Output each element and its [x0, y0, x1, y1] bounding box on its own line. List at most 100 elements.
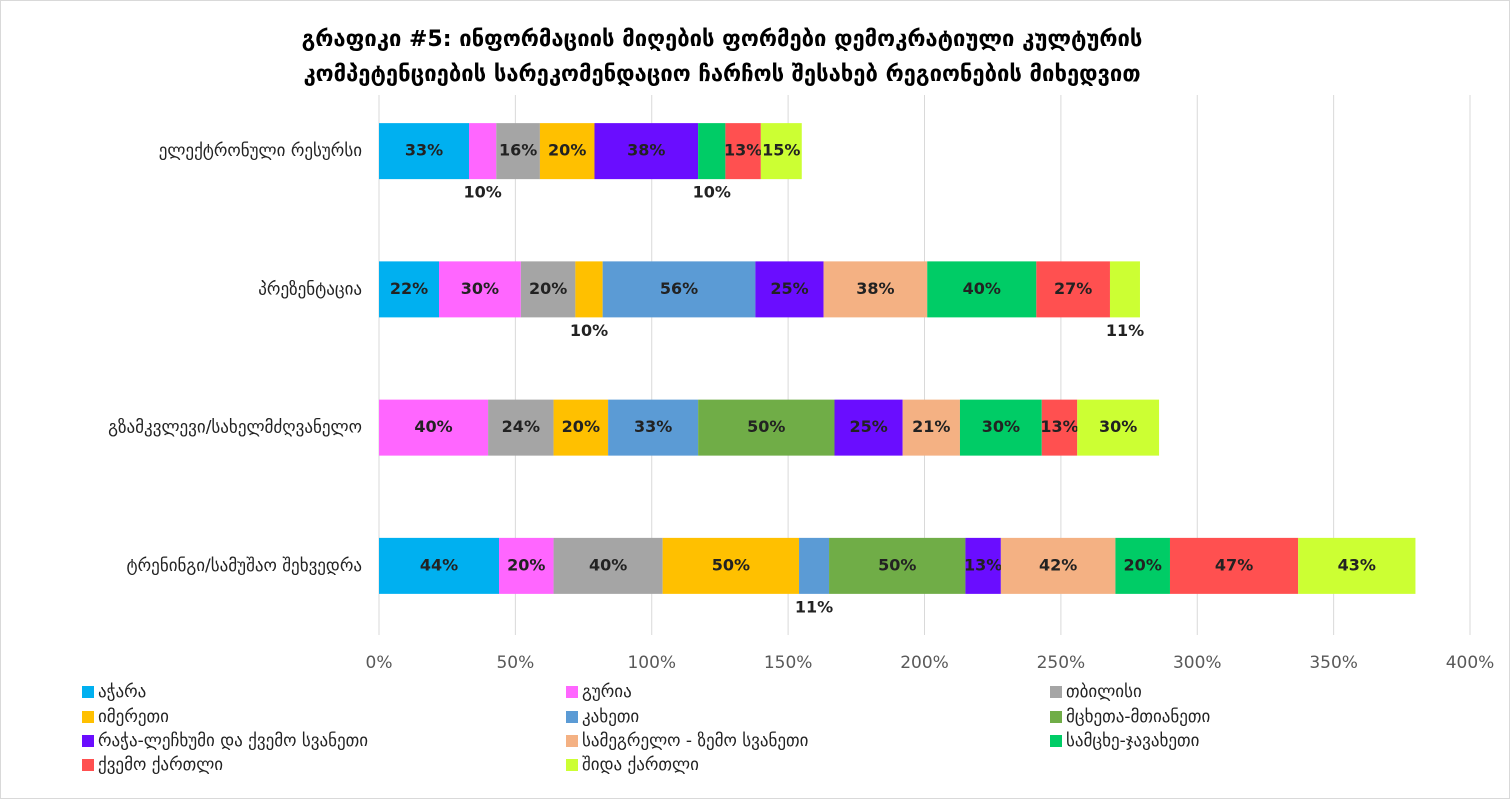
bar-segment	[959, 399, 1042, 456]
legend-label: სამცხე-ჯავახეთი	[1066, 731, 1199, 751]
x-tick-label: 50%	[496, 653, 534, 673]
x-tick-label: 400%	[1446, 653, 1495, 673]
bar-segment	[799, 537, 830, 594]
legend-label: იმერეთი	[98, 707, 169, 727]
bar-segment	[1041, 399, 1078, 456]
bar-segment	[834, 399, 903, 456]
legend-label: რაჭა-ლეჩხუმი და ქვემო სვანეთი	[98, 731, 368, 751]
value-label: 38%	[627, 141, 665, 160]
chart-subtitle: კომპეტენციების სარეკომენდაციო ჩარჩოს შეს…	[303, 62, 1140, 87]
bar-segment	[379, 399, 489, 456]
legend-swatch	[1050, 711, 1062, 723]
value-label: 30%	[461, 279, 499, 298]
value-label: 13%	[964, 555, 1002, 574]
bar-segment	[379, 123, 470, 180]
value-label: 16%	[499, 141, 537, 160]
bar-segment	[469, 123, 497, 180]
value-label: 27%	[1054, 279, 1092, 298]
x-tick-label: 100%	[627, 653, 676, 673]
bar-segment	[1109, 261, 1140, 318]
x-tick-label: 350%	[1309, 653, 1358, 673]
bar-segment	[755, 261, 824, 318]
legend-swatch	[82, 686, 94, 698]
value-label: 50%	[747, 417, 785, 436]
value-label: 43%	[1338, 555, 1376, 574]
value-label: 10%	[463, 183, 501, 202]
bar-segment	[379, 261, 440, 318]
bar-segment	[439, 261, 521, 318]
legend-label: თბილისი	[1066, 682, 1142, 702]
bar-segment	[1077, 399, 1160, 456]
bar-segment	[553, 537, 663, 594]
value-label: 20%	[507, 555, 545, 574]
bar-segment	[496, 123, 540, 180]
value-label: 22%	[390, 279, 428, 298]
value-label: 44%	[420, 555, 458, 574]
value-label: 10%	[570, 321, 608, 340]
value-label: 20%	[562, 417, 600, 436]
bar-segment	[499, 537, 554, 594]
legend-swatch	[1050, 735, 1062, 747]
legend-swatch	[82, 711, 94, 723]
legend-label: ქვემო ქართლი	[98, 755, 223, 775]
value-label: 33%	[405, 141, 443, 160]
bar-segment	[829, 537, 966, 594]
chart-title: გრაფიკი #5: ინფორმაციის მიღების ფორმები …	[302, 27, 1143, 52]
bar-segment	[602, 261, 756, 318]
value-label: 25%	[770, 279, 808, 298]
bar-segment	[965, 537, 1001, 594]
value-label: 11%	[795, 597, 833, 616]
value-label: 13%	[724, 141, 762, 160]
value-label: 47%	[1215, 555, 1253, 574]
legend-label: მცხეთა-მთიანეთი	[1066, 707, 1210, 727]
value-label: 21%	[912, 417, 950, 436]
bar-segment	[1115, 537, 1170, 594]
x-tick-label: 0%	[366, 653, 393, 673]
bar-segment	[594, 123, 699, 180]
bar-segment	[520, 261, 576, 318]
legend-label: გურია	[582, 682, 632, 702]
value-label: 33%	[634, 417, 672, 436]
bar-segment	[725, 123, 761, 180]
value-label: 50%	[878, 555, 916, 574]
value-label: 11%	[1106, 321, 1144, 340]
value-label: 30%	[982, 417, 1020, 436]
value-label: 30%	[1099, 417, 1137, 436]
x-tick-label: 300%	[1173, 653, 1222, 673]
bar-segment	[488, 399, 554, 456]
bar-segment	[379, 537, 500, 594]
bar-segment	[575, 261, 603, 318]
x-tick-label: 150%	[764, 653, 813, 673]
value-label: 20%	[548, 141, 586, 160]
legend-swatch	[566, 711, 578, 723]
bar-segment	[927, 261, 1037, 318]
bar-segment	[1036, 261, 1110, 318]
value-label: 20%	[1124, 555, 1162, 574]
legend-label: აჭარა	[98, 682, 146, 702]
value-label: 40%	[414, 417, 452, 436]
legend-label: შიდა ქართლი	[582, 755, 699, 775]
bar-segment	[608, 399, 699, 456]
y-tick-label: გზამკვლევი/სახელმძღვანელო	[108, 418, 362, 438]
value-label: 25%	[849, 417, 887, 436]
value-label: 24%	[502, 417, 540, 436]
bar-segment	[1169, 537, 1299, 594]
value-label: 13%	[1040, 417, 1078, 436]
value-label: 20%	[529, 279, 567, 298]
bar-segment	[823, 261, 928, 318]
value-label: 56%	[660, 279, 698, 298]
legend-swatch	[1050, 686, 1062, 698]
bar-segment	[902, 399, 960, 456]
bar-segment	[662, 537, 800, 594]
value-label: 38%	[856, 279, 894, 298]
legend-label: სამეგრელო - ზემო სვანეთი	[582, 731, 808, 751]
bar-segment	[698, 399, 835, 456]
legend-swatch	[566, 735, 578, 747]
value-label: 40%	[963, 279, 1001, 298]
y-tick-label: ელექტრონული რესურსი	[159, 141, 362, 161]
bar-segment	[1000, 537, 1116, 594]
value-label: 10%	[693, 183, 731, 202]
value-label: 40%	[589, 555, 627, 574]
